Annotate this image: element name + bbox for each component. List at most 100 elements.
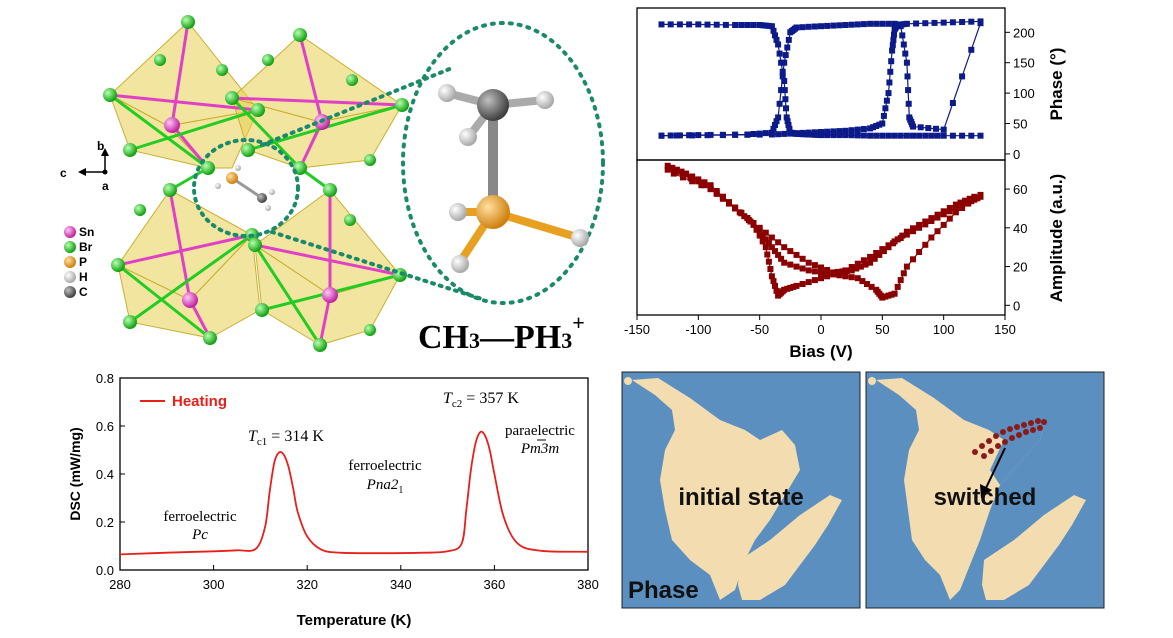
amplitude-ytick-label-40: 40 (1013, 221, 1027, 236)
phase-point-0-44 (818, 132, 824, 139)
dsc-xtick-label-340: 340 (390, 577, 412, 592)
phase-point-0-11 (750, 22, 757, 28)
amplitude-point-0-32 (781, 286, 788, 293)
amplitude-y-ticks: 0 20 40 60 (1005, 182, 1027, 313)
tc1-annotation: Tc1 = 314 K (248, 428, 324, 448)
amplitude-point-1-4 (695, 178, 702, 185)
phase-ytick-label-0: 0 (1013, 147, 1020, 162)
phase2-group-main: Pna2 (366, 477, 399, 493)
phase-ytick-label-150: 150 (1013, 56, 1035, 71)
phase-point-2-52 (940, 19, 947, 26)
amplitude-point-2-18 (793, 251, 800, 258)
axis-label-b: b (97, 139, 104, 153)
amplitude-point-1-45 (882, 293, 889, 300)
bias-xtick-label-100: 100 (933, 322, 955, 337)
amplitude-point-0-36 (793, 282, 800, 289)
phase-point-0-10 (744, 22, 751, 28)
amplitude-point-0-21 (764, 251, 771, 258)
tc1-symbol: T (248, 428, 258, 445)
phase-point-2-35 (888, 58, 895, 65)
phase-point-2-28 (879, 120, 886, 127)
phase-point-2-48 (903, 20, 910, 27)
amplitude-point-2-25 (834, 268, 841, 275)
amplitude-point-2-44 (928, 215, 935, 222)
phase-point-1-20 (781, 59, 788, 66)
phase-point-2-36 (889, 47, 896, 54)
phase-point-1-62 (925, 125, 932, 132)
phase-axis-label: Phase (°) (1047, 48, 1066, 121)
bias-xtick-label-50: 50 (875, 322, 889, 337)
phase-point-0-59 (910, 132, 916, 139)
amplitude-point-1-29 (811, 268, 818, 275)
formula-charge: + (572, 310, 585, 335)
amplitude-point-2-42 (916, 221, 923, 228)
amplitude-point-2-49 (957, 199, 964, 206)
legend-atom-p-icon (64, 256, 76, 268)
phase-point-0-27 (783, 105, 789, 112)
phase-point-2-37 (889, 42, 896, 49)
phase-point-1-14 (772, 122, 778, 128)
phase-point-2-39 (891, 31, 897, 38)
amplitude-point-2-19 (799, 255, 806, 262)
amplitude-point-2-27 (844, 267, 851, 274)
phase-point-0-56 (891, 132, 898, 139)
dsc-xtick-label-280: 280 (109, 577, 131, 592)
amplitude-point-2-15 (775, 239, 782, 246)
amplitude-point-1-15 (753, 225, 760, 232)
amplitude-point-1-49 (894, 283, 901, 290)
amplitude-point-0-49 (873, 250, 880, 256)
phase-point-1-54 (905, 87, 912, 94)
amplitude-point-1-55 (922, 241, 929, 248)
amplitude-point-1-39 (868, 283, 875, 290)
amplitude-point-0-25 (770, 278, 777, 285)
amplitude-point-2-21 (811, 262, 818, 269)
afm-right-domains (868, 377, 1086, 600)
phase-point-2-49 (913, 20, 920, 27)
afm-tip-trace (972, 418, 1047, 459)
dsc-ytick-label-2: 0.4 (96, 467, 114, 482)
amplitude-point-1-64 (977, 191, 984, 198)
amplitude-point-1-38 (864, 281, 870, 287)
amplitude-point-2-32 (867, 259, 874, 266)
amplitude-point-2-51 (966, 195, 973, 202)
amplitude-point-1-48 (891, 290, 898, 297)
phase-point-2-19 (836, 128, 843, 135)
phase-point-2-53 (949, 19, 956, 26)
legend-atom-c-label: C (79, 285, 88, 299)
amplitude-point-1-20 (768, 244, 775, 251)
phase-point-0-64 (940, 132, 947, 139)
afm-switched-label: switched (934, 484, 1037, 511)
phase-point-1-66 (959, 73, 966, 80)
amplitude-point-2-7 (726, 200, 732, 207)
phase-point-0-58 (903, 132, 910, 139)
phase-point-0-57 (897, 132, 904, 139)
phase-point-1-50 (900, 41, 907, 48)
phase-point-2-7 (756, 131, 763, 138)
amplitude-point-2-29 (853, 265, 860, 272)
amplitude-point-0-39 (811, 277, 818, 284)
amplitude-point-0-24 (768, 273, 775, 280)
amplitude-point-1-35 (848, 274, 855, 281)
phase-point-1-52 (903, 59, 910, 66)
amplitude-point-2-20 (805, 259, 812, 266)
amplitude-point-1-61 (959, 205, 966, 211)
dsc-xtick-label-300: 300 (203, 577, 225, 592)
phase-point-2-20 (842, 127, 849, 134)
phase-point-0-61 (922, 132, 929, 139)
phase-point-0-62 (928, 132, 935, 139)
zoomed-cation (438, 84, 589, 273)
tc2-symbol: T (443, 390, 453, 407)
phase-point-0-26 (782, 96, 789, 103)
dsc-heating-curve (119, 430, 589, 556)
phase-point-1-40 (867, 20, 874, 27)
dsc-panel: 280 300 320 340 360 380 0.0 0.2 0.4 0.6 0.8 Heatin… (67, 371, 599, 629)
phase-point-1-15 (773, 118, 780, 125)
bias-x-ticks: -150 -100 -50 0 50 100 150 (624, 315, 1016, 337)
amplitude-point-0-40 (818, 275, 824, 282)
phase-point-1-36 (842, 22, 849, 28)
phase-point-0-20 (775, 41, 782, 48)
amplitude-point-2-9 (738, 210, 745, 217)
bias-xtick-label-0: 0 (817, 322, 824, 337)
tc2-annotation: Tc2 = 357 K (443, 390, 519, 410)
